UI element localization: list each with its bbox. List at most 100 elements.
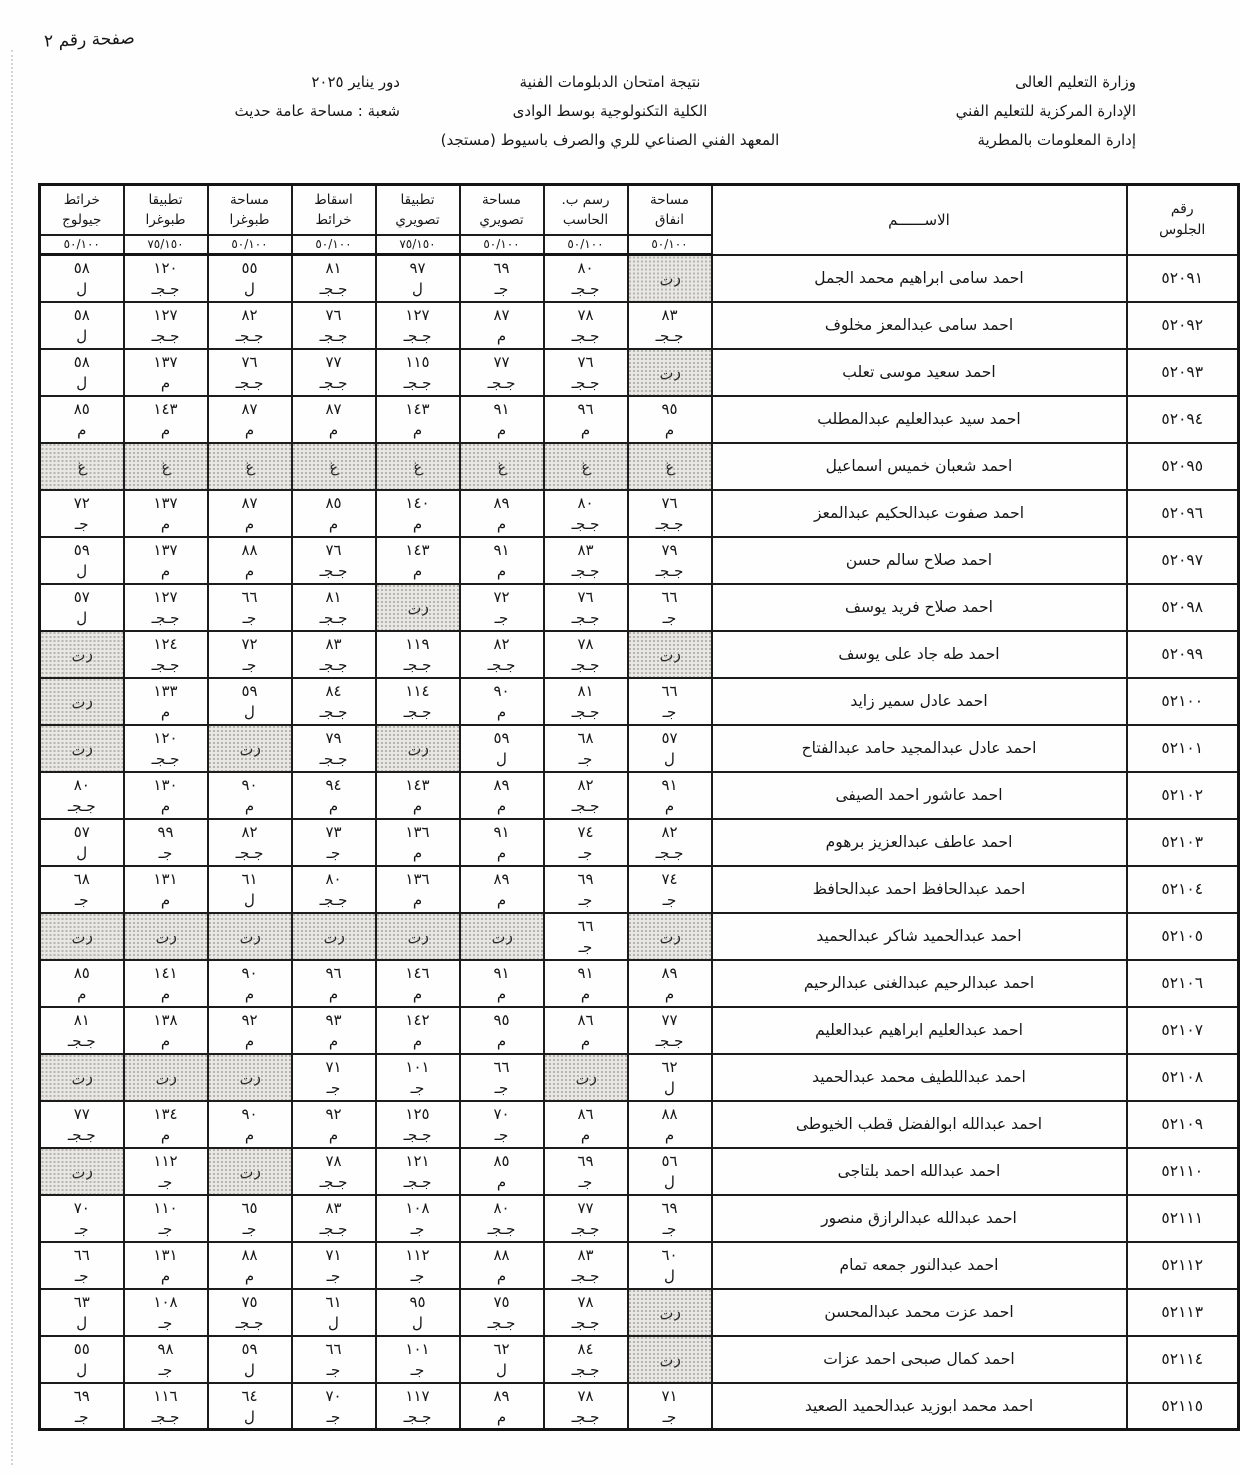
grade-cell: ٨٢ جـجـ <box>458 629 545 679</box>
student-name: احمد عبدالنور جمعه تمام <box>710 1240 1128 1290</box>
score-value: ٩١ <box>493 400 510 418</box>
score-value: ١١٤ <box>405 682 430 700</box>
table-header-row: رقم الجلوس الاســــــم مساحة انفاق رسم ب… <box>38 183 1240 256</box>
grade-letter: جـجـ <box>403 1173 432 1191</box>
score-value: ١٣٧ <box>153 494 178 512</box>
status-code: رت <box>69 690 95 713</box>
retake-cell: رت <box>290 911 377 961</box>
score-value: ١١٢ <box>153 1152 178 1170</box>
grade-letter: جـجـ <box>67 797 96 815</box>
grade-letter: م <box>328 985 339 1003</box>
student-row: ٥٢١١٥ احمد محمد ابوزيد عبدالحميد الصعيد ٧١… <box>38 1381 1240 1431</box>
grade-cell: ٨٢ جـجـ <box>206 817 293 867</box>
grade-cell: ٩١ م <box>458 394 545 444</box>
status-code: رت <box>405 596 430 619</box>
grade-letter: جـجـ <box>319 562 348 580</box>
grade-letter: م <box>160 703 171 721</box>
student-name: احمد عبدالله احمد بلتاجى <box>710 1146 1128 1196</box>
score-value: ٩١ <box>577 964 594 982</box>
grade-letter: جـ <box>578 844 593 862</box>
score-value: ٨٣ <box>325 635 342 653</box>
grade-cell: ١١٥ جـجـ <box>374 347 461 397</box>
grade-letter: جـجـ <box>571 1407 600 1426</box>
grade-cell: ٦٦ جـ <box>626 676 713 726</box>
retake-cell: رت <box>542 1052 629 1102</box>
student-row: ٥٢١٠٢ احمد عاشور احمد الصيفى ٩١ م ٨٢ جـجـ ٨٩ م ١… <box>38 770 1240 820</box>
grade-letter: جـجـ <box>235 374 264 392</box>
score-value: ٧٠ <box>493 1105 510 1123</box>
grade-letter: جـجـ <box>571 327 600 345</box>
grade-cell: ٧٠ جـ <box>458 1099 545 1149</box>
status-code: رت <box>657 1348 682 1371</box>
name-header: الاســــــم <box>710 183 1128 256</box>
score-value: ٧٦ <box>325 306 342 324</box>
score-value: ٨٩ <box>493 870 510 888</box>
grade-letter: م <box>160 1032 171 1050</box>
grade-cell: ٦٦ جـ <box>458 1052 545 1102</box>
grade-letter: م <box>412 985 423 1003</box>
absent-cell: غ <box>38 441 125 491</box>
score-value: ٨٣ <box>577 1246 594 1264</box>
grade-cell: ١٢٧ جـجـ <box>122 300 209 350</box>
retake-cell: رت <box>374 911 461 961</box>
grade-cell: ٧٨ جـجـ <box>290 1146 377 1196</box>
status-code: رت <box>69 1160 95 1183</box>
max-marks: ٥٠/١٠٠ <box>206 233 293 256</box>
grade-cell: ٥٩ ل <box>458 723 545 773</box>
grade-letter: جـجـ <box>403 1126 432 1144</box>
score-value: ٨٩ <box>493 494 510 512</box>
grade-letter: جـجـ <box>571 374 600 392</box>
score-value: ٩٦ <box>325 964 342 982</box>
score-value: ٨٧ <box>241 494 258 512</box>
grade-cell: ٩١ م <box>626 770 713 820</box>
grade-letter: جـجـ <box>571 1361 600 1379</box>
status-code: رت <box>153 1066 178 1089</box>
retake-cell: رت <box>38 676 125 726</box>
grade-letter: م <box>412 844 423 862</box>
grade-letter: جـ <box>326 1079 341 1097</box>
retake-cell: رت <box>38 629 125 679</box>
score-value: ١٤٢ <box>405 1011 430 1029</box>
grade-letter: جـجـ <box>571 609 600 627</box>
grade-letter: جـجـ <box>571 562 600 580</box>
grade-letter: جـ <box>410 1361 425 1379</box>
seat-number: ٥٢٠٩٨ <box>1125 582 1240 632</box>
grade-cell: ١١٩ جـجـ <box>374 629 461 679</box>
grade-cell: ١١٢ جـ <box>122 1146 209 1196</box>
score-value: ٨٥ <box>73 400 90 418</box>
score-value: ٦٢ <box>661 1058 678 1076</box>
student-name: احمد عادل عبدالمجيد حامد عبدالفتاح <box>710 723 1128 773</box>
grade-letter: ل <box>412 1314 423 1332</box>
score-value: ٧٢ <box>493 588 510 606</box>
grade-cell: ٨٨ م <box>626 1099 713 1149</box>
grade-cell: ٧٧ جـجـ <box>290 347 377 397</box>
score-value: ٥٨ <box>73 353 90 371</box>
seat-number: ٥٢٠٩٤ <box>1125 394 1240 444</box>
student-name: احمد عبدالعليم ابراهيم عبدالعليم <box>710 1005 1128 1055</box>
seat-number: ٥٢١٠٤ <box>1125 864 1240 914</box>
score-value: ٦٦ <box>325 1340 342 1358</box>
grade-cell: ١٢٠ جـجـ <box>122 253 209 303</box>
grade-letter: جـ <box>578 750 593 768</box>
score-value: ١٤٣ <box>405 400 430 418</box>
seat-number: ٥٢١٠٨ <box>1125 1052 1240 1102</box>
page-number-label: صفحة رقم ٢ <box>43 28 136 52</box>
grade-cell: ٨٥ م <box>38 958 125 1008</box>
grade-letter: جـ <box>578 1173 593 1191</box>
grade-letter: جـجـ <box>151 609 180 627</box>
grade-cell: ٨٧ م <box>206 488 293 538</box>
grade-cell: ٧٢ جـ <box>38 488 125 538</box>
grade-cell: ٦٦ جـ <box>542 911 629 961</box>
student-name: احمد سعيد موسى تعلب <box>710 347 1128 397</box>
retake-cell: رت <box>626 629 713 679</box>
grade-cell: ٩٤ م <box>290 770 377 820</box>
score-value: ٨٢ <box>241 306 258 324</box>
grade-letter: جـ <box>74 1407 89 1426</box>
score-value: ١٢٠ <box>153 259 178 278</box>
seat-number: ٥٢٠٩٩ <box>1125 629 1240 679</box>
status-code: رت <box>321 925 346 948</box>
score-value: ١١٠ <box>153 1199 178 1217</box>
score-value: ٧٨ <box>577 306 594 324</box>
max-marks: ٥٠/١٠٠ <box>542 233 629 256</box>
status-code: رت <box>69 1066 95 1089</box>
